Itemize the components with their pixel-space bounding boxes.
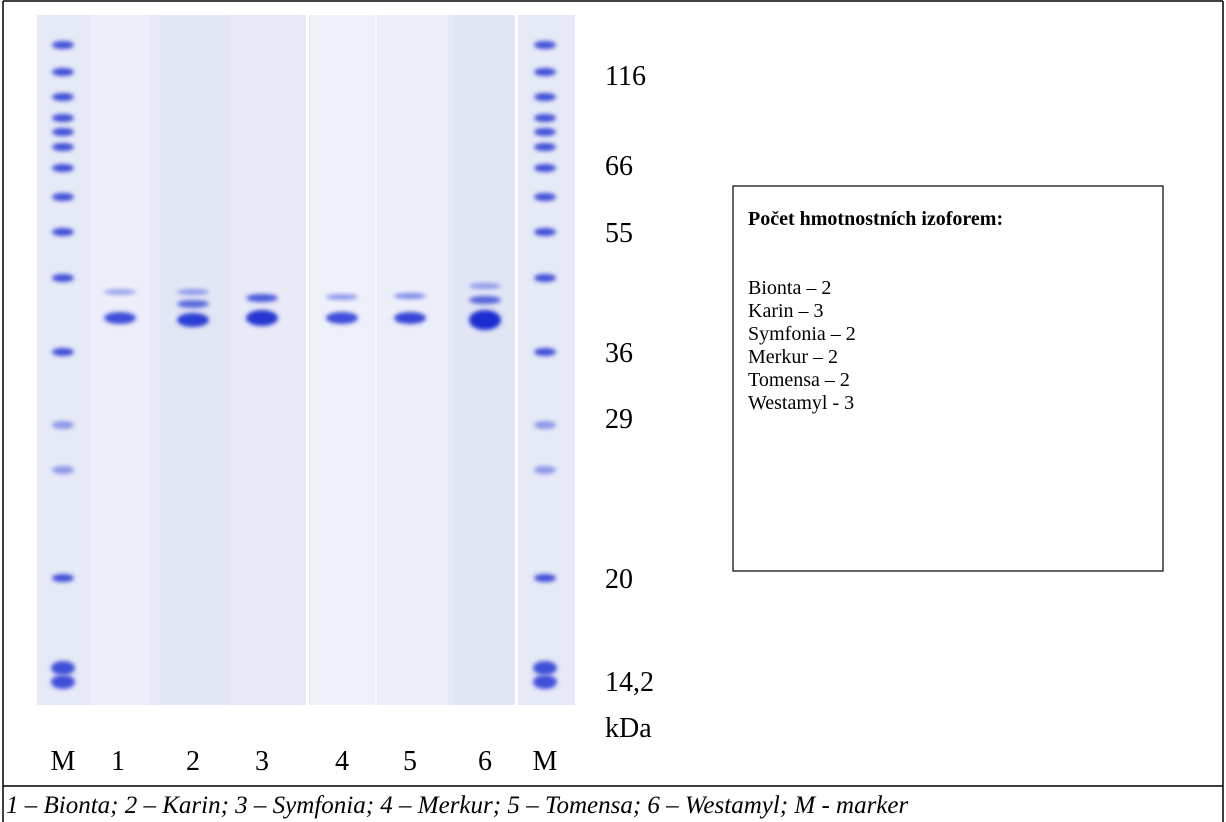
- band: [52, 193, 74, 201]
- lane-label: 6: [478, 746, 492, 777]
- band: [534, 164, 556, 172]
- band: [534, 348, 556, 356]
- marker-label: 36: [605, 338, 633, 369]
- band: [52, 228, 74, 236]
- band: [52, 143, 74, 151]
- band: [534, 193, 556, 201]
- band: [469, 296, 501, 304]
- band: [534, 143, 556, 151]
- lane-label: M: [533, 746, 558, 777]
- box-title: Počet hmotnostních izoforem:: [748, 208, 1003, 230]
- band: [326, 294, 358, 300]
- marker-label: kDa: [605, 713, 652, 744]
- band: [469, 310, 501, 330]
- band: [52, 164, 74, 172]
- band: [177, 300, 209, 308]
- band: [534, 93, 556, 101]
- box-line: Tomensa – 2: [748, 369, 850, 391]
- box-line: Karin – 3: [748, 300, 824, 322]
- info-box: [732, 185, 1164, 572]
- band: [104, 289, 136, 295]
- marker-label: 20: [605, 564, 633, 595]
- band: [177, 313, 209, 327]
- band: [533, 675, 557, 689]
- band: [534, 274, 556, 282]
- band: [52, 421, 74, 429]
- lane-label: 2: [186, 746, 200, 777]
- band: [52, 41, 74, 49]
- band: [534, 574, 556, 582]
- band: [51, 675, 75, 689]
- marker-label: 55: [605, 218, 633, 249]
- marker-label: 66: [605, 151, 633, 182]
- band: [394, 293, 426, 299]
- band: [534, 228, 556, 236]
- band: [52, 93, 74, 101]
- band: [326, 312, 358, 324]
- marker-label: 29: [605, 404, 633, 435]
- band: [534, 41, 556, 49]
- band: [52, 274, 74, 282]
- band: [52, 128, 74, 136]
- band: [177, 289, 209, 295]
- band: [246, 294, 278, 302]
- marker-label: 14,2: [605, 667, 654, 698]
- band: [52, 114, 74, 122]
- band: [534, 421, 556, 429]
- lane-label: 3: [255, 746, 269, 777]
- box-line: Bionta – 2: [748, 277, 831, 299]
- band: [52, 466, 74, 474]
- band: [534, 466, 556, 474]
- band: [104, 312, 136, 324]
- band: [246, 310, 278, 326]
- box-line: Westamyl - 3: [748, 392, 854, 414]
- lane-label: 4: [335, 746, 349, 777]
- lane-label: 5: [403, 746, 417, 777]
- band: [534, 128, 556, 136]
- box-line: Symfonia – 2: [748, 323, 856, 345]
- gel-image: [37, 15, 575, 705]
- band: [394, 312, 426, 324]
- lane-label: 1: [111, 746, 125, 777]
- band: [534, 68, 556, 76]
- marker-label: 116: [605, 61, 646, 92]
- box-line: Merkur – 2: [748, 346, 838, 368]
- caption: 1 – Bionta; 2 – Karin; 3 – Symfonia; 4 –…: [6, 792, 908, 819]
- band: [52, 574, 74, 582]
- band: [469, 283, 501, 289]
- band: [52, 68, 74, 76]
- band: [533, 661, 557, 675]
- lane-label: M: [51, 746, 76, 777]
- band: [51, 661, 75, 675]
- band: [52, 348, 74, 356]
- band: [534, 114, 556, 122]
